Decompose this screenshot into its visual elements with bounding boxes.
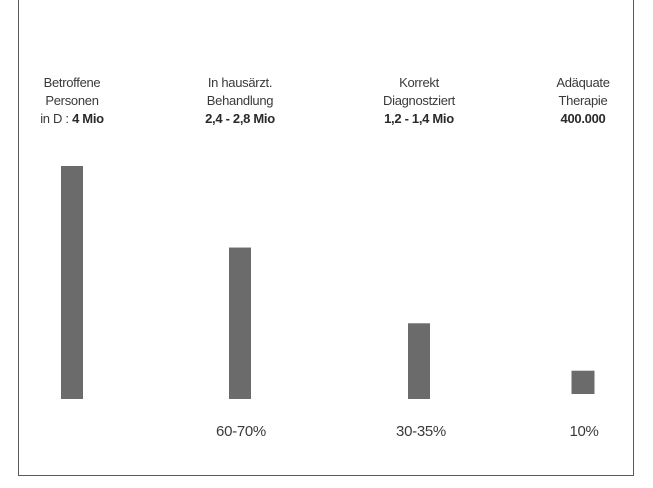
category-label-4-line2: Therapie	[558, 93, 608, 108]
percent-label-3: 30-35%	[396, 423, 446, 440]
bar-1	[61, 166, 83, 399]
category-label-1-prefix: in D :	[40, 111, 73, 126]
category-label-3-line2: Diagnostziert	[383, 93, 455, 108]
category-label-2: In hausärzt. Behandlung 2,4 - 2,8 Mio	[165, 74, 315, 128]
category-label-4-value: 400.000	[560, 111, 606, 126]
percent-label-4: 10%	[569, 423, 599, 440]
bar-3	[408, 323, 430, 399]
chart-frame	[18, 0, 634, 476]
category-label-2-line2: Behandlung	[206, 93, 274, 108]
category-label-3-line1: Korrekt	[399, 75, 439, 90]
category-label-3: Korrekt Diagnostziert 1,2 - 1,4 Mio	[344, 74, 494, 128]
category-label-3-value: 1,2 - 1,4 Mio	[384, 111, 454, 126]
category-label-1-value: 4 Mio	[72, 111, 104, 126]
bar-2	[229, 247, 251, 399]
bar-4	[571, 370, 595, 394]
category-label-1: Betroffene Personen in D : 4 Mio	[0, 74, 147, 128]
category-label-1-line2: Personen	[45, 93, 99, 108]
category-label-1-line1: Betroffene	[43, 75, 101, 90]
category-label-1-line3: in D : 4 Mio	[0, 110, 147, 128]
category-label-2-value: 2,4 - 2,8 Mio	[205, 111, 275, 126]
category-label-4-line1: Adäquate	[556, 75, 610, 90]
category-label-2-line1: In hausärzt.	[207, 75, 273, 90]
percent-label-2: 60-70%	[216, 423, 266, 440]
category-label-4: Adäquate Therapie 400.000	[508, 74, 653, 128]
